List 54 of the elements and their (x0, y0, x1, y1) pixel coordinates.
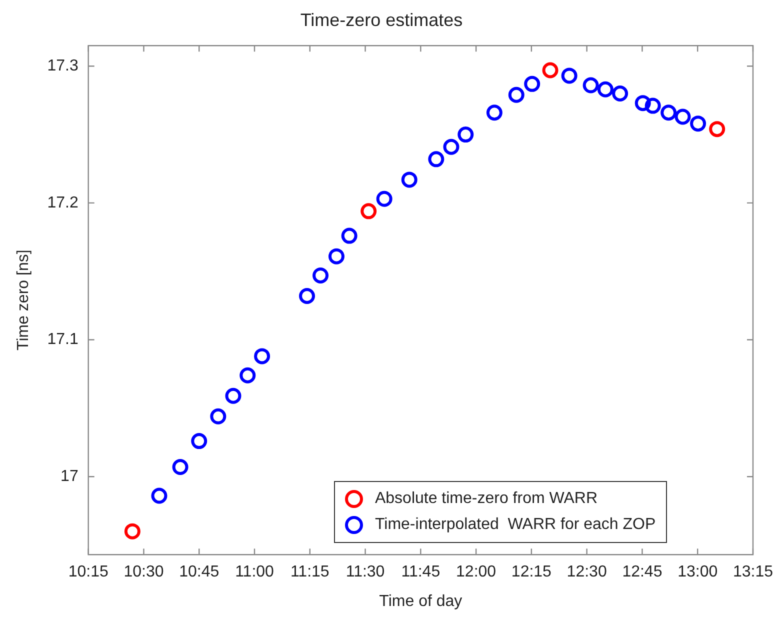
x-tick-label: 11:00 (235, 564, 274, 581)
point (524, 76, 540, 92)
point (376, 190, 392, 207)
point (151, 488, 168, 504)
point (709, 121, 726, 138)
point (124, 523, 140, 540)
point (597, 81, 614, 98)
x-tick-label: 13:15 (732, 564, 774, 581)
point (634, 95, 651, 112)
point (254, 348, 270, 364)
y-tick-label: 17.2 (47, 194, 78, 212)
x-tick-label: 11:30 (346, 564, 385, 581)
x-tick-label: 10:45 (179, 564, 220, 581)
x-tick-label: 12:45 (622, 564, 662, 581)
point (486, 104, 502, 121)
x-tick-label: 11:45 (401, 564, 440, 581)
point (542, 62, 558, 78)
point (690, 116, 706, 132)
x-tick-label: 10:15 (68, 564, 108, 581)
x-tick-label: 10:30 (124, 564, 164, 581)
point (508, 86, 524, 103)
point (428, 151, 444, 168)
point (191, 433, 208, 450)
point (612, 85, 628, 102)
point (401, 172, 418, 188)
x-tick-label: 12:00 (456, 564, 496, 581)
x-axis-title: Time of day (379, 592, 462, 610)
point (240, 367, 256, 384)
y-tick-label: 17.3 (47, 58, 78, 75)
legend-label: Time-interpolated WARR for each ZOP (374, 516, 656, 534)
y-tick-label: 17 (60, 468, 78, 486)
point (360, 203, 377, 220)
legend-label: Absolute time-zero from WARR (374, 490, 598, 508)
point (660, 104, 677, 121)
point (674, 108, 691, 125)
y-axis-title: Time zero [ns] (15, 250, 32, 350)
x-tick-label: 12:30 (566, 564, 607, 581)
x-tick-label: 12:15 (511, 564, 552, 581)
point (458, 126, 474, 143)
point (172, 459, 188, 476)
point (210, 408, 226, 424)
y-tick-label: 17.1 (47, 331, 78, 348)
point (312, 267, 329, 284)
point (328, 248, 344, 264)
point (341, 228, 358, 244)
point (561, 68, 578, 84)
x-tick-label: 13:00 (678, 564, 718, 581)
point (225, 388, 242, 404)
point (443, 138, 460, 155)
point (299, 288, 316, 304)
point (644, 98, 661, 114)
chart-title: Time-zero estimates (300, 10, 463, 30)
point (582, 77, 599, 94)
x-tick-label: 11:15 (290, 564, 330, 581)
